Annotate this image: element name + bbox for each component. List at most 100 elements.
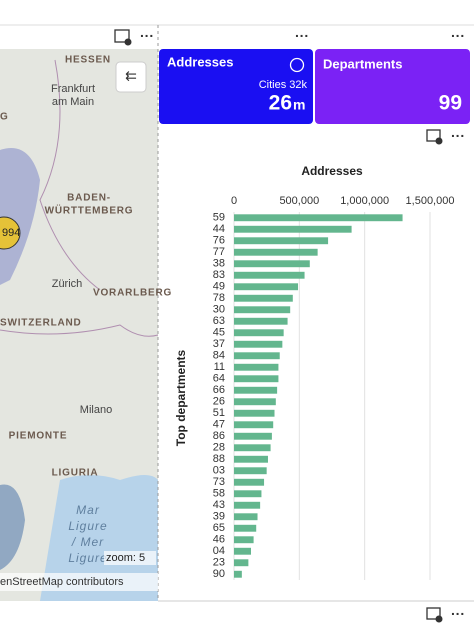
y-tick-label: 77 <box>213 246 225 258</box>
card[interactable] <box>315 49 470 124</box>
y-tick-label: 84 <box>213 350 225 362</box>
menu-button[interactable]: ··· <box>451 28 465 44</box>
map[interactable]: ⇇ HESSEN Frankfurt am Main G BADEN- WÜRT… <box>0 25 172 601</box>
y-tick-label: 59 <box>213 212 225 224</box>
heat-area <box>0 148 40 285</box>
cluster[interactable] <box>0 216 21 250</box>
y-tick-label: 78 <box>213 292 225 304</box>
map-label: Ligure <box>68 519 107 533</box>
bar <box>234 352 280 360</box>
map-label: Ligure <box>68 551 107 565</box>
map-label: HESSEN <box>65 55 111 66</box>
y-tick-label: 46 <box>213 534 225 546</box>
menu-button[interactable]: ··· <box>295 28 309 44</box>
bar <box>234 409 275 417</box>
bar <box>234 513 258 521</box>
bar <box>234 478 265 486</box>
card-title: Departments <box>323 56 402 71</box>
bar <box>234 375 279 383</box>
bar <box>234 294 293 302</box>
y-tick-label: 49 <box>213 281 225 293</box>
bar <box>234 570 242 578</box>
folder-icon[interactable] <box>426 129 441 142</box>
y-tick-label: 30 <box>213 304 225 316</box>
sea <box>40 475 158 601</box>
card-subtitle: Cities 32k <box>259 79 308 91</box>
folder-badge <box>435 137 443 145</box>
globe-icon <box>289 57 305 73</box>
y-tick-label: 03 <box>213 465 225 477</box>
bar <box>234 547 251 555</box>
bar <box>234 501 261 509</box>
y-tick-label: 65 <box>213 522 225 534</box>
y-tick-label: 26 <box>213 396 225 408</box>
y-tick-label: 28 <box>213 442 225 454</box>
y-tick-label: 73 <box>213 476 225 488</box>
bar <box>234 225 352 233</box>
bar <box>234 340 283 348</box>
bar <box>234 524 257 532</box>
menu-button[interactable]: ··· <box>140 28 154 44</box>
menu-button[interactable]: ··· <box>451 128 465 144</box>
card[interactable] <box>159 49 313 124</box>
bar <box>234 329 284 337</box>
card-title: Addresses <box>167 54 233 69</box>
bar <box>234 214 403 222</box>
x-tick-label: 0 <box>231 195 237 207</box>
y-tick-label: 51 <box>213 407 225 419</box>
folder-badge <box>435 615 443 623</box>
bar <box>234 559 249 567</box>
y-tick-label: 38 <box>213 258 225 270</box>
y-tick-label: 64 <box>213 373 225 385</box>
y-tick-label: 58 <box>213 488 225 500</box>
y-tick-label: 11 <box>214 361 225 373</box>
folder-icon[interactable] <box>114 29 130 43</box>
bar <box>234 444 271 452</box>
card-unit: m <box>293 97 305 113</box>
x-tick-label: 1,000,000 <box>340 195 389 207</box>
bar <box>234 386 278 394</box>
map-label: Frankfurt <box>51 83 95 95</box>
bar <box>234 271 305 279</box>
border <box>39 59 101 291</box>
y-tick-label: 43 <box>213 499 225 511</box>
y-tick-label: 04 <box>213 545 225 557</box>
bar <box>234 467 267 475</box>
attribution-bg <box>0 573 158 591</box>
map-label: WÜRTTEMBERG <box>45 204 134 217</box>
collapse-button[interactable] <box>115 61 147 93</box>
border <box>0 324 159 337</box>
menu-button[interactable]: ··· <box>451 606 465 622</box>
bar <box>234 363 279 371</box>
folder-icon[interactable] <box>426 607 441 620</box>
x-tick-label: 1,500,000 <box>406 195 455 207</box>
bar <box>234 248 318 256</box>
collapse-icon: ⇇ <box>125 68 137 84</box>
y-tick-label: 83 <box>213 269 225 281</box>
card-value: 99 <box>439 92 462 115</box>
zoom-bg <box>104 551 156 565</box>
map-label: Zürich <box>52 278 83 290</box>
map-label: BADEN- <box>67 193 111 204</box>
bar <box>234 317 288 325</box>
bar <box>234 421 274 429</box>
map-label: G <box>0 112 9 123</box>
y-tick-label: 37 <box>213 338 225 350</box>
zoom-level: zoom: 5 <box>106 552 145 564</box>
y-tick-label: 63 <box>213 315 225 327</box>
bar <box>234 283 299 291</box>
map-label: am Main <box>52 96 94 108</box>
heat-area <box>0 484 25 570</box>
cluster-count: 994 <box>2 227 20 239</box>
y-tick-label: 90 <box>213 568 225 580</box>
attribution[interactable]: enStreetMap contributors <box>0 576 124 588</box>
y-tick-label: 45 <box>213 327 225 339</box>
y-tick-label: 66 <box>213 384 225 396</box>
y-tick-label: 86 <box>213 430 225 442</box>
map-label: SWITZERLAND <box>0 318 82 329</box>
bar <box>234 306 291 314</box>
map-label: VORARLBERG <box>93 288 172 299</box>
bar <box>234 260 310 268</box>
bar <box>234 536 254 544</box>
